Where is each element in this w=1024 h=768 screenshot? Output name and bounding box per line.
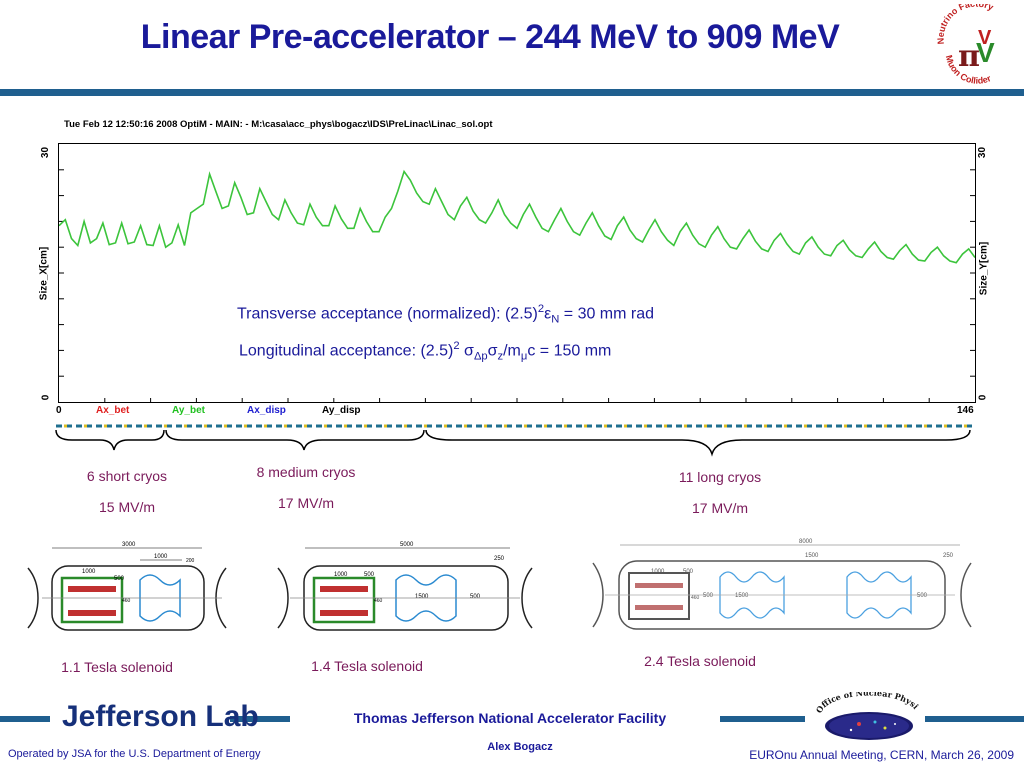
brace-long — [425, 429, 971, 457]
jefferson-lab-logo: Jefferson Lab — [62, 700, 259, 733]
svg-text:Office of Nuclear Physics: Office of Nuclear Physics — [815, 692, 920, 715]
brace-short — [55, 429, 165, 451]
short-solenoid-caption: 1.1 Tesla solenoid — [61, 659, 173, 675]
footer-right-text: EUROnu Annual Meeting, CERN, March 26, 2… — [749, 748, 1014, 762]
y-axis-label-left: Size_X[cm] — [38, 246, 50, 301]
author-name: Alex Bogacz — [487, 741, 553, 753]
short-cryos-label: 6 short cryos — [86, 468, 168, 484]
legend-ay-bet: Ay_bet — [172, 405, 205, 416]
legend-ax-bet: Ax_bet — [96, 405, 130, 416]
x-min-label: 0 — [56, 405, 62, 416]
long-cryos-field: 17 MV/m — [691, 500, 748, 516]
y-max-label-right: 30 — [977, 146, 989, 159]
svg-text:500: 500 — [470, 594, 481, 600]
office-of-nuclear-physics-logo: Office of Nuclear Physics — [815, 692, 920, 740]
svg-text:8000: 8000 — [799, 539, 813, 545]
neutrino-factory-logo: Neutrino Factory Muon Collider π V V — [936, 4, 995, 86]
legend-ay-disp: Ay_disp — [322, 405, 361, 416]
plot-canvas — [59, 169, 975, 402]
medium-cryos-label: 8 medium cryos — [256, 464, 356, 480]
svg-text:V: V — [976, 37, 995, 68]
footer-bar-mid-left — [230, 716, 290, 722]
svg-text:1000: 1000 — [82, 569, 96, 575]
svg-text:460: 460 — [374, 598, 383, 604]
y-min-label-left: 0 — [40, 394, 52, 401]
svg-text:500: 500 — [917, 593, 928, 599]
medium-cryomodule-drawing: 5000 250 1000 500 460 1500 500 — [277, 542, 533, 631]
long-solenoid-caption: 2.4 Tesla solenoid — [644, 653, 756, 669]
footer-left-text: Operated by JSA for the U.S. Department … — [8, 748, 261, 760]
y-axis-label-right: Size_Y[cm] — [978, 241, 990, 296]
x-max-label: 146 — [957, 405, 974, 416]
svg-text:3000: 3000 — [122, 542, 136, 548]
y-min-label-right: 0 — [977, 394, 989, 401]
svg-text:1000: 1000 — [334, 572, 348, 578]
legend-ax-disp: Ax_disp — [247, 405, 286, 416]
short-cryomodule-drawing: 3000 1000 200 1000 500 460 — [27, 542, 227, 631]
beam-envelope-plot — [58, 143, 976, 403]
transverse-acceptance: Transverse acceptance (normalized): (2.5… — [237, 303, 655, 326]
svg-text:460: 460 — [122, 598, 131, 604]
lattice-strip — [55, 424, 972, 457]
footer-bar-left — [0, 716, 50, 722]
svg-text:200: 200 — [186, 558, 195, 564]
longitudinal-acceptance: Longitudinal acceptance: (2.5)2 σΔpσz/mμ… — [239, 340, 612, 363]
short-cryos-field: 15 MV/m — [98, 499, 155, 515]
svg-text:500: 500 — [114, 576, 125, 582]
svg-text:1000: 1000 — [154, 554, 168, 560]
footer-bar-mid-right — [720, 716, 805, 722]
svg-text:V: V — [978, 27, 992, 49]
y-max-label-left: 30 — [40, 146, 52, 159]
onp-logo-text: Office of Nuclear Physics — [815, 692, 920, 715]
svg-text:π: π — [958, 39, 980, 74]
facility-name: Thomas Jefferson National Accelerator Fa… — [353, 710, 667, 726]
svg-text:500: 500 — [703, 593, 714, 599]
title-divider — [0, 89, 1024, 96]
svg-text:460: 460 — [691, 595, 700, 601]
long-cryomodule-drawing: 8000 1500 250 1000 500 460 500 1500 500 — [592, 539, 972, 630]
medium-solenoid-caption: 1.4 Tesla solenoid — [311, 658, 423, 674]
svg-text:500: 500 — [683, 569, 694, 575]
svg-text:500: 500 — [364, 572, 375, 578]
svg-text:1000: 1000 — [651, 569, 665, 575]
plot-header: Tue Feb 12 12:50:16 2008 OptiM - MAIN: -… — [64, 119, 493, 130]
svg-text:1500: 1500 — [415, 594, 429, 600]
svg-text:1500: 1500 — [805, 553, 819, 559]
series-line-0 — [59, 169, 975, 264]
slide-title: Linear Pre-accelerator – 244 MeV to 909 … — [140, 18, 840, 56]
medium-cryos-field: 17 MV/m — [277, 495, 334, 511]
footer-bar-right — [925, 716, 1024, 722]
svg-text:5000: 5000 — [400, 542, 414, 548]
svg-text:1500: 1500 — [735, 593, 749, 599]
brace-medium — [165, 429, 425, 451]
svg-text:250: 250 — [943, 553, 954, 559]
long-cryos-label: 11 long cryos — [678, 469, 762, 485]
svg-text:250: 250 — [494, 556, 505, 562]
